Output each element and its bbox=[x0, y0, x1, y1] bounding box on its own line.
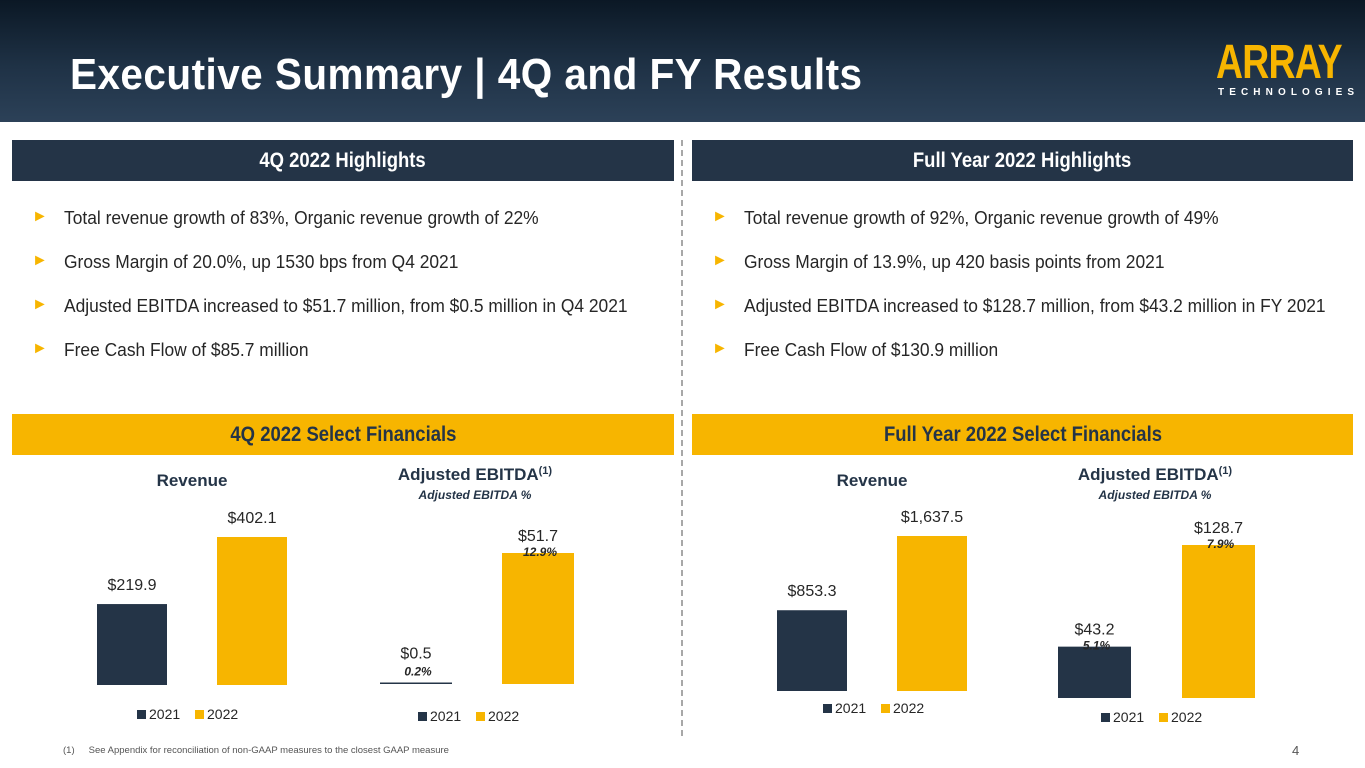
page-title: Executive Summary | 4Q and FY Results bbox=[70, 50, 863, 99]
data-label: $0.5 bbox=[400, 646, 431, 663]
fy-highlights-header: Full Year 2022 Highlights bbox=[692, 140, 1353, 181]
q4-financials-header: 4Q 2022 Select Financials bbox=[12, 414, 674, 455]
bullet-arrow-icon: ► bbox=[712, 296, 728, 313]
data-label: $128.7 bbox=[1194, 520, 1243, 537]
legend-swatch bbox=[1159, 713, 1168, 722]
list-item: ► Total revenue growth of 83%, Organic re… bbox=[32, 207, 539, 228]
legend-swatch bbox=[881, 704, 890, 713]
bullet-arrow-icon: ► bbox=[712, 252, 728, 269]
section-divider bbox=[681, 140, 683, 736]
q4-highlights-list: ► Total revenue growth of 83%, Organic re… bbox=[32, 207, 664, 383]
legend-label: 2021 bbox=[430, 708, 461, 724]
list-item: ► Total revenue growth of 92%, Organic re… bbox=[712, 207, 1219, 228]
company-logo: ARRAY bbox=[1216, 36, 1343, 89]
legend-swatch bbox=[823, 704, 832, 713]
legend-swatch bbox=[1101, 713, 1110, 722]
bar-2021 bbox=[777, 610, 847, 691]
legend-label: 2021 bbox=[149, 706, 180, 722]
bar-2021 bbox=[1058, 646, 1131, 698]
bar-2022 bbox=[1182, 545, 1255, 698]
bar-2021 bbox=[380, 682, 452, 684]
bullet-arrow-icon: ► bbox=[712, 340, 728, 357]
bullet-arrow-icon: ► bbox=[32, 340, 48, 357]
bullet-arrow-icon: ► bbox=[32, 252, 48, 269]
data-label: $51.7 bbox=[518, 528, 558, 545]
list-item: ► Free Cash Flow of $130.9 million bbox=[712, 339, 999, 360]
legend-label: 2022 bbox=[207, 706, 238, 722]
pct-label: 5.1% bbox=[1083, 639, 1111, 653]
bar-2022 bbox=[217, 537, 287, 685]
chart-title: Adjusted EBITDA(1) bbox=[398, 465, 553, 484]
q4-highlights-header: 4Q 2022 Highlights bbox=[12, 140, 674, 181]
pct-label: 0.2% bbox=[404, 665, 432, 679]
chart-title: Revenue bbox=[157, 471, 228, 490]
legend-label: 2021 bbox=[835, 700, 866, 716]
chart-title: Revenue bbox=[837, 471, 908, 490]
chart-subtitle: Adjusted EBITDA % bbox=[1098, 488, 1212, 502]
bullet-arrow-icon: ► bbox=[32, 296, 48, 313]
list-item: ► Adjusted EBITDA increased to $51.7 mill… bbox=[32, 295, 628, 316]
pct-label: 12.9% bbox=[523, 545, 557, 559]
footnote: (1) See Appendix for reconciliation of no… bbox=[63, 745, 449, 756]
list-item: ► Gross Margin of 13.9%, up 420 basis poi… bbox=[712, 251, 1165, 272]
legend-label: 2022 bbox=[488, 708, 519, 724]
chart-subtitle: Adjusted EBITDA % bbox=[418, 488, 532, 502]
list-item: ► Free Cash Flow of $85.7 million bbox=[32, 339, 309, 360]
bar-2021 bbox=[97, 604, 167, 685]
bar-2022 bbox=[897, 536, 967, 691]
legend-label: 2022 bbox=[893, 700, 924, 716]
legend-swatch bbox=[195, 710, 204, 719]
list-item: ► Adjusted EBITDA increased to $128.7 mil… bbox=[712, 295, 1326, 316]
bar-2022 bbox=[502, 553, 574, 684]
list-item: ► Gross Margin of 20.0%, up 1530 bps from… bbox=[32, 251, 459, 272]
legend-swatch bbox=[137, 710, 146, 719]
legend-label: 2022 bbox=[1171, 709, 1202, 725]
bullet-arrow-icon: ► bbox=[712, 208, 728, 225]
data-label: $43.2 bbox=[1074, 622, 1114, 639]
pct-label: 7.9% bbox=[1207, 537, 1235, 551]
bullet-arrow-icon: ► bbox=[32, 208, 48, 225]
legend-swatch bbox=[418, 712, 427, 721]
data-label: $219.9 bbox=[108, 577, 157, 594]
fy-highlights-list: ► Total revenue growth of 92%, Organic re… bbox=[712, 207, 1363, 383]
company-logo-subtitle: TECHNOLOGIES bbox=[1218, 87, 1360, 98]
data-label: $853.3 bbox=[788, 583, 837, 600]
fy-financials-header: Full Year 2022 Select Financials bbox=[692, 414, 1353, 455]
header-bar: Executive Summary | 4Q and FY Results AR… bbox=[0, 0, 1365, 122]
legend-swatch bbox=[476, 712, 485, 721]
page-number: 4 bbox=[1292, 743, 1300, 758]
data-label: $1,637.5 bbox=[901, 509, 963, 526]
data-label: $402.1 bbox=[228, 510, 277, 527]
chart-title: Adjusted EBITDA(1) bbox=[1078, 465, 1233, 484]
legend-label: 2021 bbox=[1113, 709, 1144, 725]
